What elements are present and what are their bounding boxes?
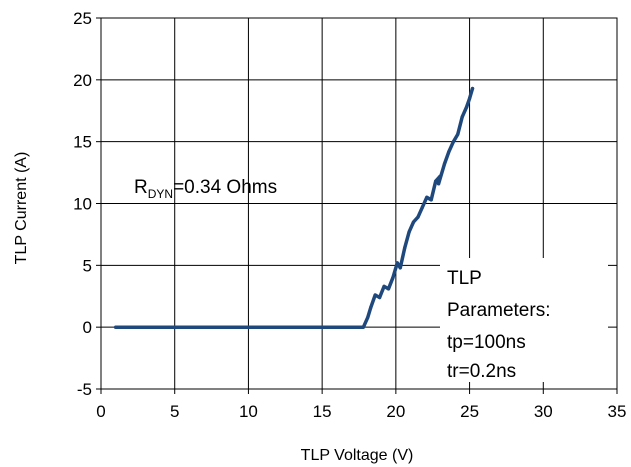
rdyn-value: =0.34 Ohms (173, 177, 277, 198)
data-point (437, 182, 441, 186)
data-point (420, 205, 424, 209)
data-point (470, 86, 475, 91)
tlp-params-line3: tp=100ns (447, 332, 526, 353)
x-axis-title: TLP Voltage (V) (301, 447, 414, 464)
data-point (395, 261, 399, 265)
y-axis-ticks: -5 0 5 10 15 20 25 (73, 9, 101, 399)
y-tick-label: 25 (73, 9, 92, 28)
x-tick-label: 30 (534, 402, 553, 421)
data-point (369, 305, 373, 309)
data-point (465, 105, 469, 109)
x-tick-label: 0 (96, 402, 105, 421)
data-point (460, 115, 464, 119)
data-point (403, 246, 407, 250)
data-point (411, 220, 416, 224)
data-point (442, 162, 447, 166)
x-tick-label: 25 (460, 402, 479, 421)
x-tick-label: 15 (313, 402, 332, 421)
tlp-params-line1: TLP (447, 268, 482, 289)
rdyn-main: R (134, 177, 148, 198)
data-point (386, 287, 391, 291)
tlp-params-line4: tr=0.2ns (447, 361, 516, 382)
x-tick-label: 20 (386, 402, 405, 421)
data-point (114, 325, 118, 329)
data-point (456, 132, 460, 136)
data-point (398, 266, 402, 270)
y-tick-label: 0 (83, 318, 92, 337)
data-point (361, 325, 366, 329)
series-points (114, 86, 475, 329)
parameters-box-background (440, 258, 608, 382)
data-point (447, 149, 451, 154)
data-point (416, 215, 420, 219)
y-axis-title: TLP Current (A) (13, 152, 30, 265)
y-tick-label: -5 (77, 380, 92, 399)
data-point (451, 140, 455, 144)
data-point (438, 174, 442, 178)
rdyn-subscript: DYN (148, 187, 173, 201)
tlp-params-line2: Parameters: (447, 300, 550, 321)
data-point (425, 195, 429, 199)
y-tick-label: 20 (73, 71, 92, 90)
data-point (407, 230, 411, 234)
data-point (378, 295, 382, 300)
data-point (434, 179, 438, 183)
y-tick-label: 5 (83, 256, 92, 275)
x-axis-ticks: 0 5 10 15 20 25 30 35 (96, 389, 626, 421)
data-point (373, 293, 377, 297)
y-tick-label: 15 (73, 133, 92, 152)
grid-lines (100, 17, 618, 390)
data-point (429, 198, 433, 202)
x-tick-label: 10 (239, 402, 258, 421)
x-tick-label: 35 (608, 402, 627, 421)
x-tick-label: 5 (170, 402, 179, 421)
data-point (366, 315, 370, 319)
data-point (467, 96, 472, 100)
y-tick-label: 10 (73, 195, 92, 214)
data-point (382, 284, 386, 288)
rdyn-annotation: RDYN=0.34 Ohms (134, 177, 277, 201)
data-point (391, 276, 395, 280)
